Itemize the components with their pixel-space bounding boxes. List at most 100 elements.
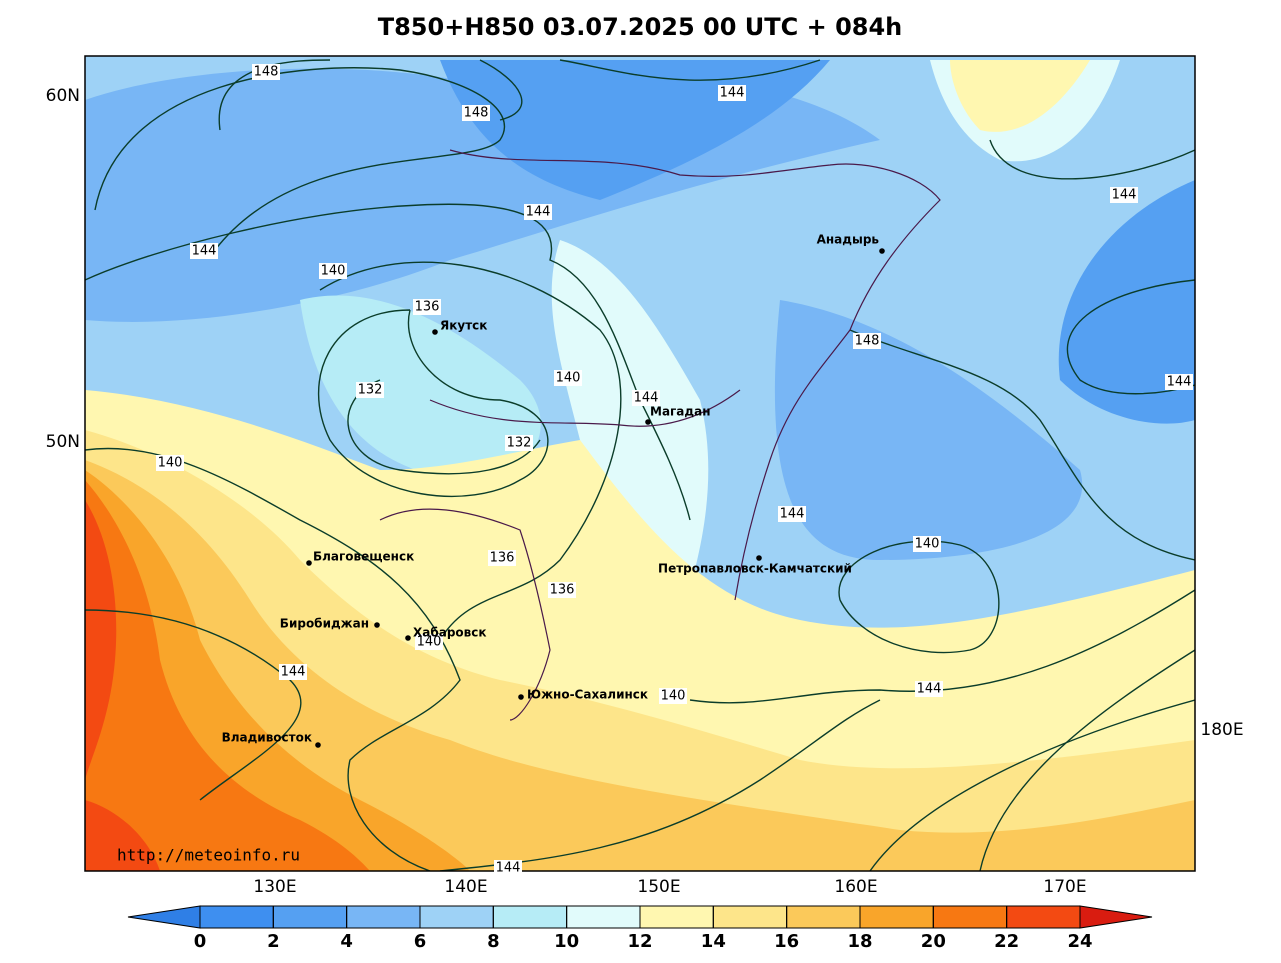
contour-label-bg [505,435,533,451]
lon-label: 170E [1043,877,1086,897]
contour-label-bg [190,243,218,259]
contour-label-bg [319,263,347,279]
contour-label: 140 [321,264,346,279]
lon-label: 150E [637,877,680,897]
contour-label: 144 [780,507,805,522]
colorbar-segment [272,905,348,929]
temperature-band [950,60,1090,132]
temperature-band [1058,180,1195,424]
contour-label: 148 [464,106,489,121]
contour-label: 144 [192,244,217,259]
temperature-band [774,300,1083,560]
lon-label: 180E [1200,720,1243,740]
colorbar-under [127,905,201,929]
contour-label: 148 [254,65,279,80]
colorbar-label: 2 [267,931,280,952]
colorbar-segment [419,905,494,929]
contour-label: 144 [281,665,306,680]
city-dot [518,694,524,700]
colorbar-label: 4 [340,931,353,952]
temperature-band [85,460,1195,871]
colorbar-segment [712,905,788,929]
temperature-band [85,500,160,871]
height-contours [85,59,1195,871]
contour-label: 144 [917,682,942,697]
contour-label: 148 [855,334,880,349]
contour-label: 140 [915,537,940,552]
colorbar-label: 18 [847,931,872,952]
colorbar-segment [859,905,934,929]
contour-label-bg [413,299,441,315]
contour-label-bg [853,333,881,349]
colorbar-segment [1006,905,1081,929]
colorbar-label: 12 [627,931,652,952]
city-label: Биробиджан [280,617,369,631]
contour-label: 144 [1112,188,1137,203]
contour-label: 144 [1167,375,1192,390]
city-label: Магадан [650,405,711,419]
contour-label-bg [356,382,384,398]
colorbar-label: 20 [921,931,946,952]
contour-label-bg [156,455,184,471]
contour-label-bg [494,860,522,876]
contour-label: 132 [507,436,532,451]
coastlines [379,149,941,721]
contour-label: 144 [496,861,521,876]
contour-label-bg [279,664,307,680]
contour-label-bg [778,506,806,522]
lat-label: 60N [46,86,80,106]
contour-label: 140 [661,689,686,704]
city-label: Благовещенск [313,550,414,564]
contour-label: 132 [358,383,383,398]
city-dot [405,635,411,641]
city-label: Якутск [440,319,487,333]
contour-label-bg [252,64,280,80]
contour-label-bg [913,536,941,552]
temperature-band [300,295,541,480]
labels: 60N 50N 130E 140E 150E 160E 170E 180E 148 148 144 1… [46,64,1244,897]
colorbar-label: 0 [194,931,207,952]
city-dot [645,419,651,425]
city-label: Южно-Сахалинск [527,688,648,702]
contour-label-bg [548,582,576,598]
contour-label: 136 [490,551,515,566]
colorbar-segment [492,905,568,929]
lon-label: 140E [444,877,487,897]
temperature-band [85,480,370,871]
contour-label-bg [632,390,660,406]
city-label: Анадырь [817,233,880,247]
city-label: Владивосток [222,731,312,745]
colorbar-segment [639,905,714,929]
contour-label-bg [659,688,687,704]
contour-label: 140 [417,635,442,650]
colorbar-label: 10 [554,931,579,952]
city-dot [315,742,321,748]
contour-label-bg [488,550,516,566]
temperature-field [85,56,1195,871]
city-label: Петропавловск-Камчатский [658,562,852,576]
contour-label-bg [524,204,552,220]
colorbar-segment [932,905,1008,929]
contour-label-bg [554,370,582,386]
city-dot [432,329,438,335]
colorbar-over [1079,905,1153,929]
colorbar-segment [786,905,861,929]
colorbar-segment [346,905,421,929]
contour-label-bg [915,681,943,697]
title: T850+H850 03.07.2025 00 UTC + 084h [378,13,903,41]
lon-label: 130E [253,877,296,897]
contour-label: 140 [556,371,581,386]
contour-label: 136 [550,583,575,598]
source-url: http://meteoinfo.ru [117,846,300,865]
colorbar: 0 2 4 6 8 10 12 14 16 18 20 22 24 [127,905,1153,952]
city-dot [756,555,762,561]
contour-label: 140 [158,456,183,471]
city-label: Хабаровск [413,626,487,640]
colorbar-label: 8 [487,931,500,952]
city-dot [374,622,380,628]
lon-label: 160E [834,877,877,897]
contour-label-bg [718,85,746,101]
contour-label-bg [1165,374,1193,390]
colorbar-label: 6 [414,931,427,952]
